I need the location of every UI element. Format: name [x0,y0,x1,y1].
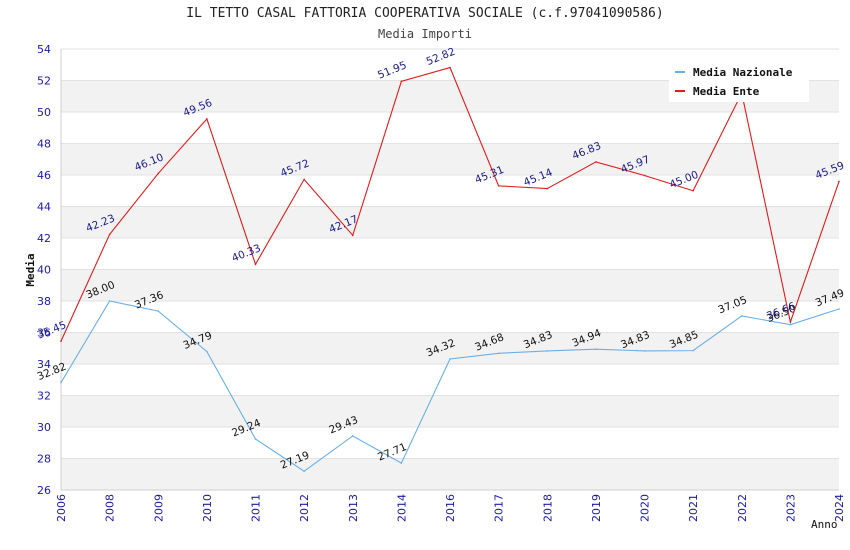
y-tick-label: 34 [37,358,51,371]
grid-band [61,143,839,175]
data-point-nazionale [254,438,257,440]
data-point-nazionale [206,350,208,353]
data-point-ente [497,185,500,187]
x-tick-label: 2021 [687,494,700,522]
data-point-ente [643,174,646,177]
data-point-ente [838,180,840,183]
data-point-nazionale [351,435,354,437]
data-point-ente [400,80,403,83]
data-point-ente [254,263,257,266]
x-tick-label: 2024 [833,494,846,522]
data-point-nazionale [643,350,646,352]
x-tick-label: 2022 [736,494,749,522]
legend-item-ente: Media Ente [675,83,759,99]
data-point-nazionale [546,350,549,352]
x-tick-label: 2023 [784,494,797,522]
y-tick-label: 36 [37,327,51,340]
data-point-ente [303,178,305,181]
data-point-nazionale [595,348,597,350]
data-point-nazionale [303,470,305,473]
x-tick-label: 2018 [541,494,554,522]
y-tick-label: 46 [37,169,51,182]
legend: Media Nazionale Media Ente [669,60,809,102]
data-point-ente [351,234,354,237]
y-tick-label: 42 [37,232,51,245]
x-tick-label: 2017 [493,494,506,522]
legend-swatch-nazionale [675,71,685,73]
y-tick-label: 52 [37,75,51,88]
y-tick-label: 32 [37,390,51,403]
data-point-ente [449,66,451,69]
data-point-nazionale [449,358,451,360]
x-tick-label: 2010 [201,494,214,522]
data-point-ente [546,187,549,190]
y-tick-label: 44 [37,201,51,214]
x-tick-label: 2014 [395,494,408,522]
data-point-ente [60,340,62,342]
data-point-nazionale [157,310,160,312]
grid-band [61,269,839,301]
grid-band [61,395,839,427]
chart-title: IL TETTO CASAL FATTORIA COOPERATIVA SOCI… [186,6,664,21]
x-tick-label: 2013 [347,494,360,522]
legend-label-ente: Media Ente [693,84,760,98]
data-point-ente [692,189,694,192]
data-point-ente [108,233,111,236]
data-point-ente [595,161,597,163]
legend-label-nazionale: Media Nazionale [693,65,793,79]
x-tick-label: 2009 [152,494,165,522]
legend-item-nazionale: Media Nazionale [675,64,792,80]
x-tick-label: 2008 [104,494,117,522]
data-point-ente [789,321,792,323]
x-axis-title: Anno [811,518,838,531]
x-tick-label: 2006 [55,494,68,522]
y-tick-label: 26 [37,484,51,497]
data-point-ente [206,118,208,120]
y-tick-label: 30 [37,421,51,434]
x-tick-label: 2019 [590,494,603,522]
x-tick-label: 2012 [298,494,311,522]
data-point-nazionale [108,300,111,302]
y-tick-label: 28 [37,453,51,466]
y-axis-title: Media [24,253,37,286]
legend-swatch-ente [675,90,685,92]
chart-subtitle: Media Importi [378,27,472,41]
y-tick-label: 54 [37,43,51,56]
data-point-nazionale [838,308,840,310]
x-tick-label: 2020 [639,494,652,522]
series-line-nazionale [60,300,840,472]
data-point-nazionale [692,349,694,352]
data-point-nazionale [740,315,743,317]
y-tick-label: 50 [37,106,51,119]
data-point-nazionale [400,462,403,464]
data-point-nazionale [789,323,792,326]
y-tick-label: 38 [37,295,51,308]
grid-band [61,206,839,238]
y-tick-label: 48 [37,138,51,151]
data-label-ente: 51.95 [376,59,408,81]
y-tick-label: 40 [37,264,51,277]
data-point-nazionale [497,352,500,355]
x-tick-label: 2016 [444,494,457,522]
grid-band [61,458,839,490]
x-tick-label: 2011 [250,494,263,522]
data-point-nazionale [60,381,62,384]
data-point-ente [157,172,160,175]
